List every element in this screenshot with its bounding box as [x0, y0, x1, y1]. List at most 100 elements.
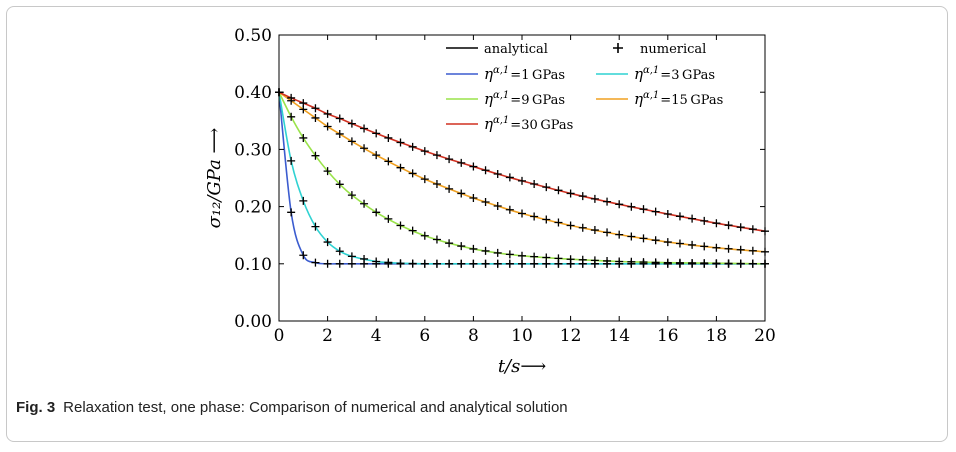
- x-tick-label: 8: [468, 326, 479, 346]
- numerical-marker: [578, 255, 587, 264]
- numerical-marker: [335, 247, 344, 256]
- numerical-marker: [372, 151, 381, 160]
- numerical-marker: [639, 258, 648, 267]
- y-tick-label: 0.50: [234, 26, 272, 46]
- numerical-marker: [542, 253, 551, 262]
- numerical-marker: [615, 257, 624, 266]
- numerical-marker: [457, 158, 466, 167]
- legend: analytical numerical ηα,1=1 GPas ηα,1=3 GPa…: [446, 42, 723, 133]
- numerical-marker: [335, 114, 344, 123]
- numerical-marker: [736, 259, 745, 268]
- numerical-marker: [408, 259, 417, 268]
- numerical-marker: [311, 113, 320, 122]
- numerical-marker: [299, 99, 308, 108]
- numerical-marker: [712, 219, 721, 228]
- numerical-marker: [323, 122, 332, 131]
- numerical-marker: [469, 259, 478, 268]
- numerical-marker: [530, 252, 539, 261]
- numerical-marker: [372, 129, 381, 138]
- numerical-marker: [445, 239, 454, 248]
- numerical-marker: [663, 258, 672, 267]
- numerical-marker: [299, 251, 308, 260]
- numerical-marker: [287, 112, 296, 121]
- x-axis-label: t/s⟶: [498, 356, 547, 377]
- numerical-marker: [420, 175, 429, 184]
- numerical-marker: [347, 119, 356, 128]
- numerical-marker: [566, 221, 575, 230]
- numerical-marker: [675, 239, 684, 248]
- numerical-marker: [408, 142, 417, 151]
- numerical-marker: [518, 209, 526, 218]
- numerical-marker: [372, 257, 381, 266]
- numerical-marker: [627, 202, 636, 211]
- numerical-marker: [518, 259, 526, 268]
- numerical-marker: [384, 157, 393, 166]
- numerical-marker: [420, 147, 429, 156]
- legend-series-label: ηα,1=3 GPas: [634, 65, 715, 83]
- numerical-marker: [748, 246, 757, 255]
- numerical-marker: [287, 208, 296, 217]
- numerical-marker: [481, 166, 490, 175]
- numerical-marker: [384, 258, 393, 267]
- numerical-marker: [384, 214, 393, 223]
- numerical-marker: [323, 259, 332, 268]
- numerical-marker: [578, 223, 587, 232]
- numerical-marker: [420, 231, 429, 240]
- numerical-marker: [615, 230, 624, 239]
- x-axis-ticks: 0 2 4 6 8 10 12 14 16 18 20: [274, 35, 776, 346]
- numerical-marker: [615, 200, 624, 209]
- numerical-marker: [481, 259, 490, 268]
- numerical-marker: [518, 251, 526, 260]
- numerical-marker: [663, 210, 672, 219]
- numerical-marker: [311, 151, 320, 160]
- numerical-marker: [396, 138, 405, 147]
- numerical-marker: [360, 144, 369, 153]
- numerical-marker: [481, 198, 490, 207]
- x-tick-label: 10: [511, 326, 533, 346]
- numerical-marker: [554, 186, 563, 195]
- legend-analytical-label: analytical: [484, 42, 548, 57]
- numerical-marker: [481, 246, 490, 255]
- numerical-marker: [736, 245, 745, 254]
- numerical-marker: [688, 258, 697, 267]
- series-line: [279, 91, 765, 253]
- numerical-marker: [432, 259, 441, 268]
- numerical-marker: [360, 254, 369, 263]
- figure-caption: Fig. 3 Relaxation test, one phase: Compar…: [16, 399, 936, 416]
- numerical-marker: [432, 151, 441, 160]
- numerical-markers: [275, 88, 769, 268]
- numerical-marker: [505, 173, 514, 182]
- y-axis-ticks: 0.00 0.10 0.20 0.30 0.40 0.50: [234, 26, 765, 332]
- numerical-marker: [700, 242, 709, 251]
- y-tick-label: 0.00: [234, 312, 272, 332]
- numerical-marker: [651, 207, 660, 216]
- numerical-marker: [688, 214, 697, 223]
- numerical-marker: [432, 235, 441, 244]
- y-tick-label: 0.10: [234, 255, 272, 275]
- numerical-marker: [603, 228, 612, 237]
- numerical-marker: [542, 215, 551, 224]
- numerical-marker: [627, 257, 636, 266]
- numerical-marker: [323, 238, 332, 247]
- numerical-marker: [663, 238, 672, 247]
- x-tick-label: 14: [608, 326, 630, 346]
- numerical-marker: [335, 259, 344, 268]
- numerical-marker: [639, 205, 648, 214]
- caption-text: Relaxation test, one phase: Comparison o…: [63, 399, 568, 416]
- numerical-marker: [445, 184, 454, 193]
- x-tick-label: 20: [754, 326, 776, 346]
- numerical-marker: [505, 259, 514, 268]
- x-tick-label: 18: [706, 326, 728, 346]
- legend-series-label: ηα,1=9 GPas: [484, 90, 565, 108]
- numerical-marker: [700, 259, 709, 268]
- numerical-marker: [530, 259, 539, 268]
- x-tick-label: 16: [657, 326, 679, 346]
- numerical-marker: [323, 109, 332, 118]
- numerical-marker: [590, 226, 599, 235]
- numerical-marker: [469, 194, 478, 203]
- numerical-marker: [530, 180, 539, 189]
- numerical-marker: [457, 189, 466, 198]
- legend-numerical-label: numerical: [640, 42, 706, 57]
- numerical-marker: [505, 205, 514, 214]
- numerical-marker: [493, 169, 502, 178]
